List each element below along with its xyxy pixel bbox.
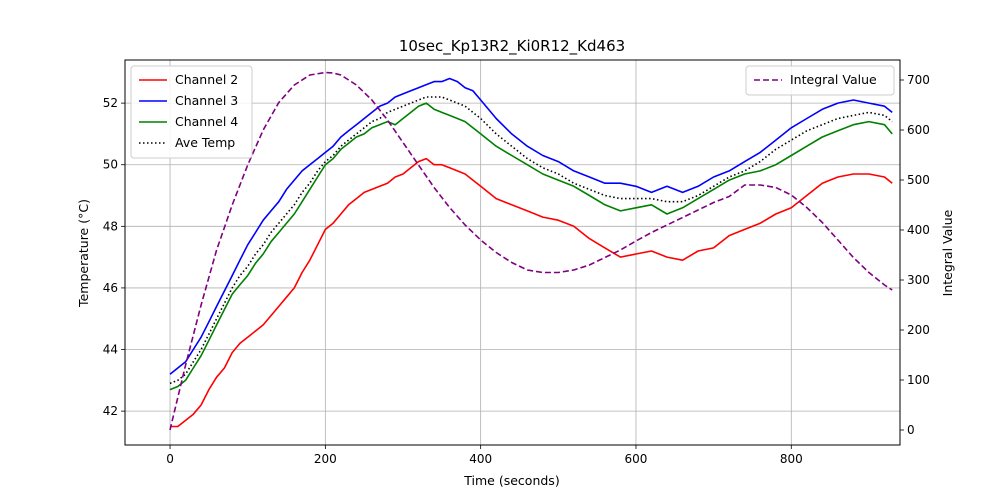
x-tick-label: 800	[780, 452, 803, 466]
y-axis-left: 42 44 46 48 50 52	[103, 96, 125, 418]
series-group	[169, 71, 893, 431]
x-axis: 0 200 400 600 800	[166, 445, 803, 466]
y2-tick-label: 0	[907, 423, 915, 437]
y2-tick-label: 100	[907, 373, 930, 387]
x-tick-label: 0	[166, 452, 174, 466]
legend-temperature: Channel 2 Channel 3 Channel 4 Ave Temp	[130, 65, 253, 159]
y-axis-label: Temperature (°C)	[76, 199, 91, 308]
legend-label: Channel 2	[175, 72, 238, 87]
legend-box	[130, 65, 253, 159]
legend-integral: Integral Value	[745, 65, 895, 96]
legend-label: Channel 3	[175, 93, 238, 108]
y2-tick-label: 700	[907, 73, 930, 87]
y-tick-label: 52	[103, 96, 118, 110]
y-tick-label: 46	[103, 281, 118, 295]
series-line-integral-value	[169, 71, 893, 431]
x-tick-label: 400	[469, 452, 492, 466]
legend-label: Integral Value	[790, 72, 877, 87]
series-line-channel-2	[170, 157, 893, 428]
series-line-channel-3	[169, 77, 893, 375]
y2-axis-label: Integral Value	[940, 209, 955, 296]
grid	[125, 60, 900, 445]
y-axis-right: 0 100 200 300 400 500 600 700	[900, 73, 930, 437]
legend-label: Channel 4	[175, 114, 238, 129]
y-tick-label: 42	[103, 404, 118, 418]
x-axis-label: Time (seconds)	[463, 473, 559, 488]
y2-tick-label: 200	[907, 323, 930, 337]
plot-frame	[124, 59, 901, 446]
y-tick-label: 50	[103, 158, 118, 172]
legend-box	[745, 65, 895, 96]
y2-tick-label: 400	[907, 223, 930, 237]
series-line-channel-4	[169, 102, 893, 391]
series-line-ave-temp	[169, 96, 893, 385]
x-tick-label: 200	[314, 452, 337, 466]
legend-label: Ave Temp	[175, 135, 235, 150]
y2-tick-label: 600	[907, 123, 930, 137]
y-tick-label: 44	[103, 343, 118, 357]
y2-tick-label: 500	[907, 173, 930, 187]
y2-tick-label: 300	[907, 273, 930, 287]
chart-title: 10sec_Kp13R2_Ki0R12_Kd463	[399, 37, 625, 56]
x-tick-label: 600	[625, 452, 648, 466]
y-tick-label: 48	[103, 219, 118, 233]
